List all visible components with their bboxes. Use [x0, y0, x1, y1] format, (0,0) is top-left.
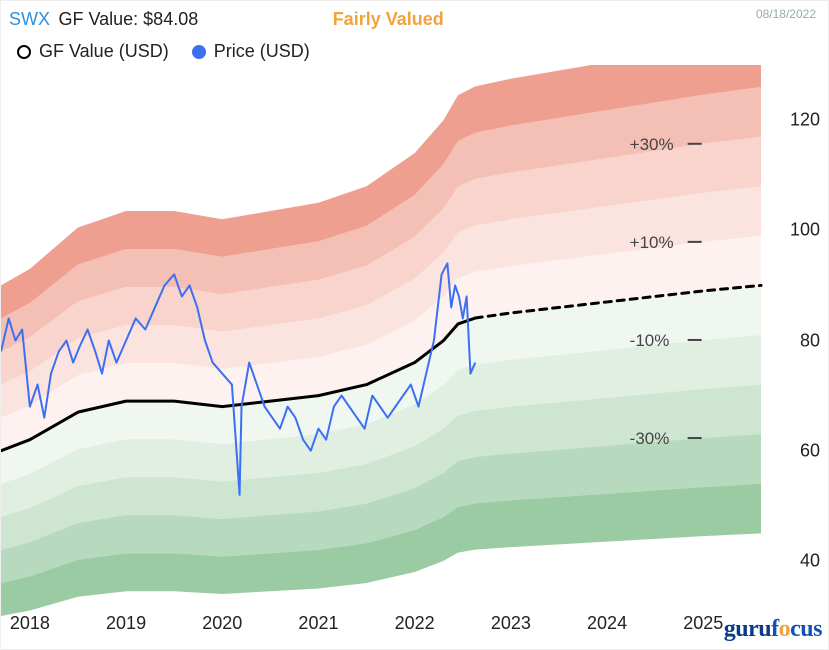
- x-tick: 2023: [491, 613, 531, 634]
- x-tick: 2024: [587, 613, 627, 634]
- chart-svg: +30% +10% -10% -30%: [1, 65, 829, 650]
- y-tick: 120: [790, 110, 820, 131]
- svg-text:-10%: -10%: [630, 331, 670, 350]
- x-tick: 2022: [395, 613, 435, 634]
- y-axis: 40 60 80 100 120: [782, 65, 826, 609]
- x-tick: 2021: [298, 613, 338, 634]
- y-tick: 60: [800, 440, 820, 461]
- y-tick: 80: [800, 330, 820, 351]
- x-tick: 2020: [202, 613, 242, 634]
- y-tick: 100: [790, 220, 820, 241]
- legend: GF Value (USD) Price (USD): [17, 41, 328, 64]
- legend-label: Price (USD): [214, 41, 310, 62]
- ticker-symbol[interactable]: SWX: [9, 9, 50, 29]
- chart-header: SWX GF Value: $84.08 Fairly Valued 08/18…: [9, 9, 820, 61]
- chart-plot[interactable]: +30%+10%-10%-30% 406080100120 2018201920…: [1, 65, 828, 649]
- svg-text:+30%: +30%: [630, 135, 674, 154]
- legend-item-price[interactable]: Price (USD): [192, 41, 310, 62]
- y-tick: 40: [800, 550, 820, 571]
- svg-text:+10%: +10%: [630, 233, 674, 252]
- x-tick: 2019: [106, 613, 146, 634]
- chart-container: SWX GF Value: $84.08 Fairly Valued 08/18…: [0, 0, 829, 650]
- as-of-date: 08/18/2022: [756, 7, 816, 21]
- circle-icon: [192, 45, 206, 59]
- x-tick: 2018: [10, 613, 50, 634]
- legend-label: GF Value (USD): [39, 41, 169, 62]
- valuation-badge: Fairly Valued: [333, 9, 444, 30]
- legend-item-gf-value[interactable]: GF Value (USD): [17, 41, 169, 62]
- gf-value-label: GF Value: $84.08: [58, 9, 198, 29]
- circle-icon: [17, 45, 31, 59]
- svg-text:-30%: -30%: [630, 429, 670, 448]
- x-axis: 2018 2019 2020 2021 2022 2023 2024 2025: [1, 613, 768, 641]
- x-tick: 2025: [683, 613, 723, 634]
- watermark-logo: gurufocus: [724, 616, 822, 643]
